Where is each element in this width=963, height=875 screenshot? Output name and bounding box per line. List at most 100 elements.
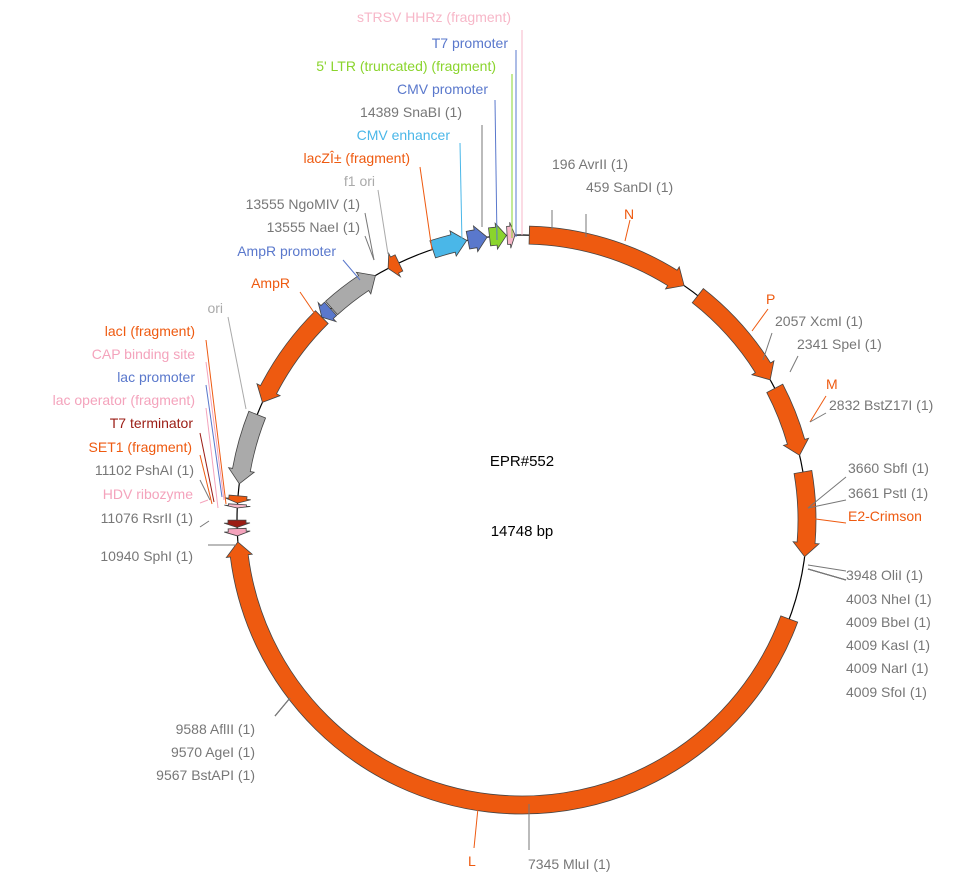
leader-line: [227, 316, 247, 410]
leader-line: [274, 697, 291, 717]
leader-line: [199, 499, 209, 504]
feature-arrow-cmv-promoter: [465, 224, 488, 253]
leader-line: [205, 407, 219, 509]
label-9570-agei-1: 9570 AgeI (1): [171, 744, 255, 760]
plasmid-name: EPR#552: [490, 453, 554, 470]
leader-line: [377, 189, 389, 255]
label-cap-binding-site: CAP binding site: [92, 346, 195, 362]
label-11076-rsrii-1: 11076 RsrII (1): [101, 510, 193, 526]
leader-line: [199, 454, 213, 505]
feature-arrow-n: [528, 225, 685, 290]
label-4009-bbei-1: 4009 BbeI (1): [846, 614, 931, 630]
leader-line: [342, 259, 361, 281]
leader-line: [789, 355, 799, 373]
label-196-avrii-1: 196 AvrII (1): [552, 156, 628, 172]
label-lacz-fragment: lacZÎ± (fragment): [304, 150, 410, 166]
label-14389-snabi-1: 14389 SnaBI (1): [360, 104, 462, 120]
feature-arrow-m: [766, 383, 810, 456]
feature-arrow-ampr: [256, 310, 329, 403]
label-4003-nhei-1: 4003 NheI (1): [846, 591, 932, 607]
label-lac-promoter: lac promoter: [117, 369, 195, 385]
feature-arrow-p: [691, 288, 775, 381]
leader-line: [807, 568, 847, 581]
leader-line: [807, 499, 847, 509]
feature-arrow-t7-promoter-strsv: [506, 222, 516, 249]
leader-line: [199, 520, 210, 528]
label-13555-ngomiv-1: 13555 NgoMIV (1): [246, 196, 360, 212]
leader-line: [809, 412, 827, 423]
label-cmv-enhancer: CMV enhancer: [357, 127, 451, 143]
feature-arrow-ori: [227, 410, 267, 485]
label-9567-bstapi-1: 9567 BstAPI (1): [156, 767, 255, 783]
leader-line: [199, 479, 211, 501]
leader-line: [807, 564, 847, 572]
leader-line: [205, 339, 227, 505]
feature-arrow-laci: [224, 494, 251, 504]
label-11102-pshai-1: 11102 PshAI (1): [95, 462, 194, 478]
leader-line: [473, 807, 479, 849]
label-3660-sbfi-1: 3660 SbfI (1): [848, 460, 929, 476]
label-9588-aflii-1: 9588 AflII (1): [176, 721, 255, 737]
label-4009-kasi-1: 4009 KasI (1): [846, 637, 930, 653]
label-ori: ori: [207, 300, 223, 316]
leader-line: [459, 142, 463, 244]
label-m: M: [826, 376, 838, 392]
label-strsv-hhrz-fragment: sTRSV HHRz (fragment): [357, 9, 511, 25]
leader-line: [494, 99, 498, 241]
leader-line: [419, 166, 433, 251]
label-13555-naei-1: 13555 NaeI (1): [267, 219, 360, 235]
leader-line: [762, 332, 773, 361]
feature-and-site-labels: sTRSV HHRz (fragment) T7 promoter 5' LTR (…: [53, 9, 934, 872]
leader-line: [364, 212, 375, 261]
label-e2-crimson: E2-Crimson: [848, 508, 922, 524]
label-ampr: AmpR: [251, 275, 290, 291]
label-lac-operator-fragment: lac operator (fragment): [53, 392, 195, 408]
feature-arrow-ampr-promoter: [317, 301, 338, 323]
label-5-ltr-truncated-fragment: 5' LTR (truncated) (fragment): [316, 58, 496, 74]
label-p: P: [766, 291, 775, 307]
leader-line: [205, 384, 223, 498]
leader-line: [299, 291, 316, 315]
label-3661-psti-1: 3661 PstI (1): [848, 485, 928, 501]
feature-arrow-cmv-enhancer: [429, 230, 468, 259]
feature-arrow-lacz-fragment: [387, 251, 404, 278]
label-f1-ori: f1 ori: [344, 173, 375, 189]
label-t7-terminator: T7 terminator: [110, 415, 194, 431]
label-set1-fragment: SET1 (fragment): [89, 439, 192, 455]
leader-line: [809, 395, 827, 423]
label-t7-promoter: T7 promoter: [432, 35, 509, 51]
feature-arrow-lac-operator: [224, 503, 251, 509]
label-laci-fragment: lacI (fragment): [105, 323, 195, 339]
leader-line: [751, 308, 769, 332]
label-2057-xcmi-1: 2057 XcmI (1): [775, 313, 863, 329]
leader-line: [624, 219, 631, 242]
plasmid-size: 14748 bp: [491, 523, 554, 540]
leader-line: [205, 361, 225, 501]
feature-arrows: [223, 222, 821, 815]
feature-arrow-5-ltr: [488, 222, 507, 251]
label-l: L: [468, 853, 476, 869]
label-2341-spei-1: 2341 SpeI (1): [797, 336, 882, 352]
feature-arrow-f1-ori: [324, 271, 376, 316]
label-2832-bstz17i-1: 2832 BstZ17I (1): [829, 397, 933, 413]
label-10940-sphi-1: 10940 SphI (1): [100, 548, 193, 564]
label-3948-olii-1: 3948 OliI (1): [846, 567, 923, 583]
label-459-sandi-1: 459 SanDI (1): [586, 179, 673, 195]
label-ampr-promoter: AmpR promoter: [237, 243, 336, 259]
leader-line: [199, 432, 215, 503]
feature-arrow-l: [225, 541, 799, 815]
label-4009-sfoi-1: 4009 SfoI (1): [846, 684, 927, 700]
label-4009-nari-1: 4009 NarI (1): [846, 660, 928, 676]
label-cmv-promoter: CMV promoter: [397, 81, 488, 97]
leader-line: [807, 476, 847, 509]
leader-line: [364, 235, 375, 261]
label-7345-mlui-1: 7345 MluI (1): [528, 856, 610, 872]
feature-arrow-hdv-ribozyme: [224, 527, 251, 537]
label-hdv-ribozyme: HDV ribozyme: [103, 486, 193, 502]
label-n: N: [624, 206, 634, 222]
feature-arrow-t7-terminator: [223, 519, 251, 528]
feature-arrow-e2-crimson: [792, 470, 821, 558]
leader-line: [807, 517, 847, 524]
